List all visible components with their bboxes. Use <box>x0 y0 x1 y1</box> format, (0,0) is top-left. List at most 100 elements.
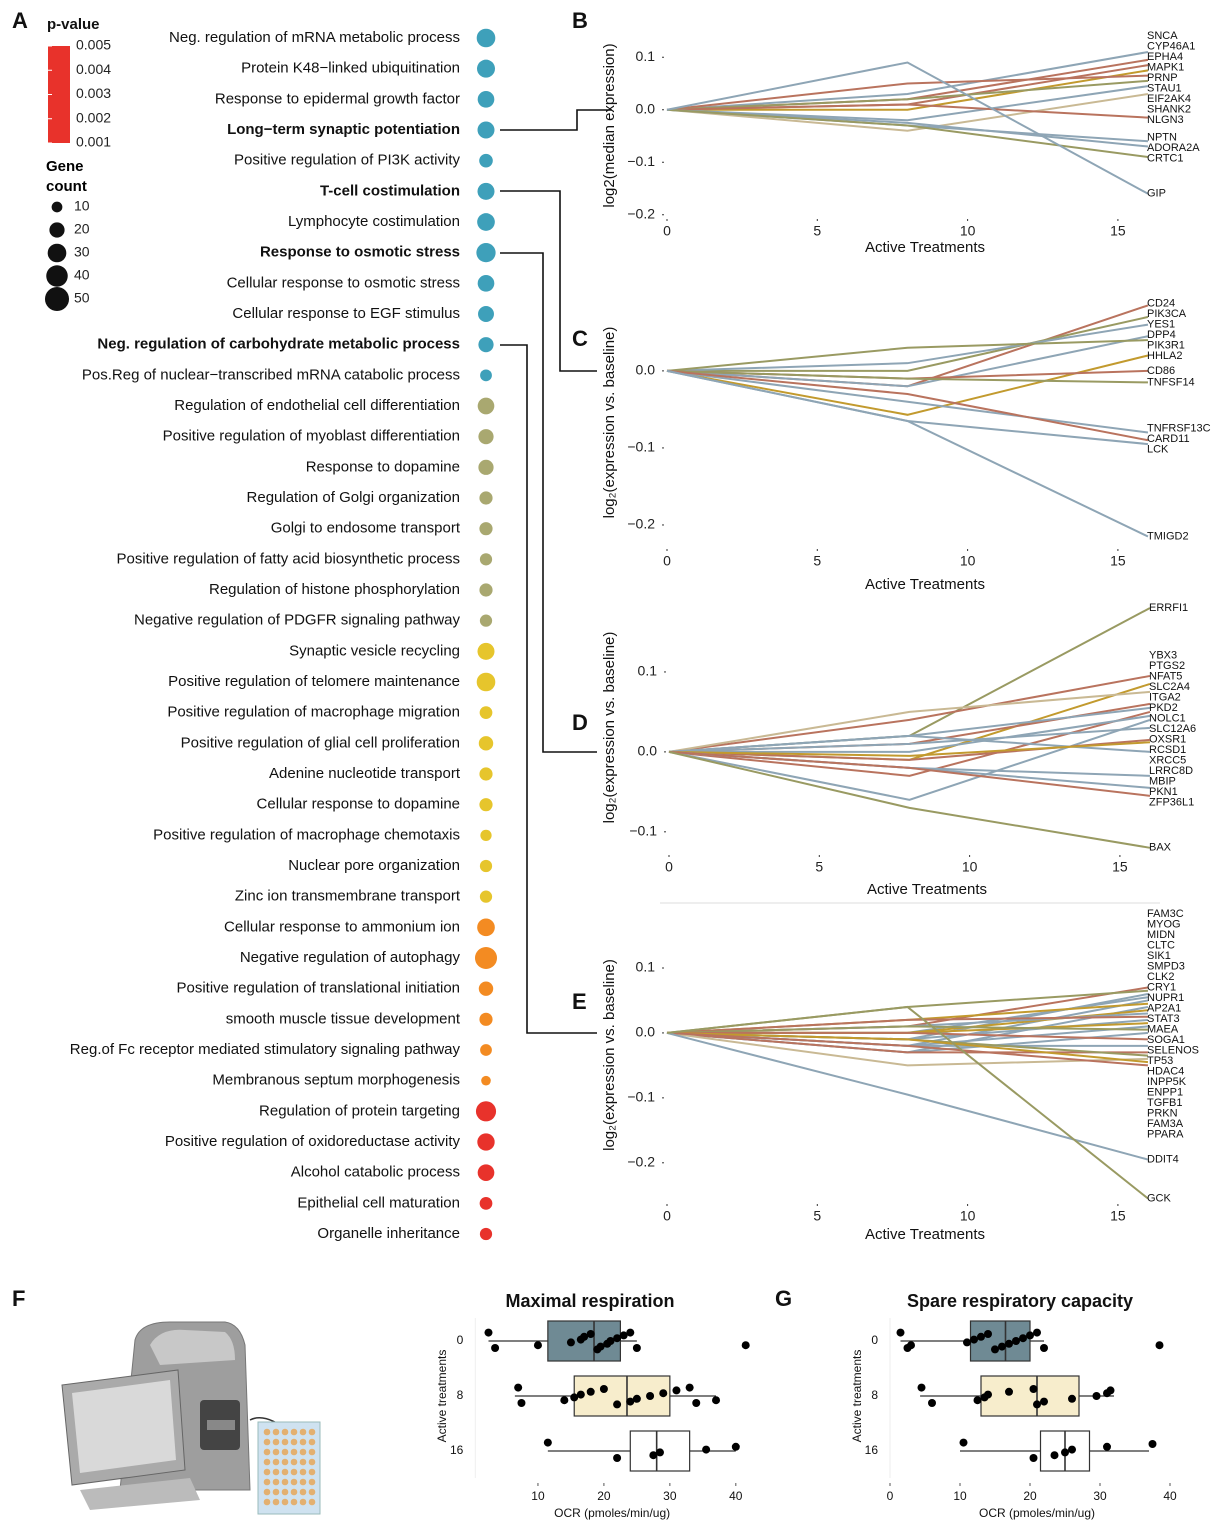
x-tick-label: 20 <box>597 1489 611 1503</box>
size-legend-dot <box>47 243 67 263</box>
point <box>712 1396 721 1405</box>
series-label: CARD11 <box>1147 433 1190 445</box>
series-label: SOGA1 <box>1147 1034 1185 1046</box>
y-axis-label: log2(median expression) <box>601 43 618 207</box>
dot <box>479 553 493 566</box>
well <box>308 1488 316 1496</box>
term-label: Adenine nucleotide transport <box>269 765 461 782</box>
well <box>272 1498 280 1506</box>
x-axis-label: OCR (pmoles/min/ug) <box>554 1506 670 1520</box>
term-label: Cellular response to EGF stimulus <box>232 305 460 322</box>
x-tick-label: 10 <box>962 859 978 875</box>
term-label: Membranous septum morphogenesis <box>212 1072 460 1089</box>
term-label: Neg. regulation of mRNA metabolic proces… <box>169 29 460 46</box>
term-label: Regulation of histone phosphorylation <box>209 581 460 598</box>
term-label: Nuclear pore organization <box>288 857 460 874</box>
panel-letter: G <box>775 1286 792 1311</box>
series-line <box>668 674 1151 753</box>
x-axis-label: OCR (pmoles/min/ug) <box>979 1506 1095 1520</box>
series-label: TGFB1 <box>1147 1097 1182 1109</box>
series-label: CYP46A1 <box>1147 40 1195 52</box>
series-label: DDIT4 <box>1147 1153 1179 1165</box>
y-tick-label: −0.2 <box>627 205 655 221</box>
well <box>272 1458 280 1466</box>
well <box>290 1438 298 1446</box>
series-line <box>666 369 1149 538</box>
point <box>576 1390 585 1399</box>
dot <box>479 890 493 903</box>
series-label: SLC2A4 <box>1149 681 1190 693</box>
size-legend-dot <box>46 265 68 287</box>
series-label: ZFP36L1 <box>1149 796 1194 808</box>
term-label: Organelle inheritance <box>317 1225 460 1242</box>
dot <box>476 672 496 692</box>
well <box>263 1428 271 1436</box>
dot <box>479 798 493 812</box>
y-tick-label: 0.0 <box>636 1024 656 1040</box>
series-line <box>666 1031 1149 1067</box>
point <box>731 1442 740 1451</box>
series-label: CLTC <box>1147 939 1175 951</box>
series-line <box>666 323 1149 372</box>
color-tick-label: 0.004 <box>76 61 111 77</box>
well <box>299 1478 307 1486</box>
wells <box>263 1428 316 1506</box>
y-axis-label: Active treatments <box>435 1350 449 1443</box>
series-label: EIF2AK4 <box>1147 93 1191 105</box>
series-label: MAEA <box>1147 1023 1179 1035</box>
size-tick-label: 10 <box>74 198 90 214</box>
point <box>484 1328 493 1337</box>
point <box>1103 1442 1111 1451</box>
x-axis-label: Active Treatments <box>865 1226 985 1243</box>
color-tick-label: 0.003 <box>76 85 111 101</box>
color-legend-title: p-value <box>47 16 100 33</box>
instrument-illustration <box>61 1321 321 1515</box>
chart-title: Spare respiratory capacity <box>907 1291 1133 1311</box>
y-tick-label: −0.2 <box>627 516 655 532</box>
y-tick-label: 0.0 <box>636 362 656 378</box>
point <box>613 1400 622 1409</box>
series-label: PRKN <box>1147 1107 1178 1119</box>
point <box>619 1331 628 1340</box>
dot <box>479 1012 493 1026</box>
term-label: Neg. regulation of carbohydrate metaboli… <box>97 336 460 353</box>
series-line <box>666 108 1149 158</box>
point <box>1005 1387 1013 1396</box>
x-tick-label: 10 <box>960 1208 976 1224</box>
series-label: INPP5K <box>1147 1076 1187 1088</box>
series-label: SNCA <box>1147 30 1178 42</box>
x-axis-label: Active Treatments <box>865 239 985 256</box>
point <box>896 1328 905 1337</box>
point <box>959 1438 968 1447</box>
y-tick-label: 0.0 <box>636 100 656 116</box>
size-tick-label: 40 <box>74 267 90 283</box>
point <box>632 1394 641 1403</box>
term-label: Protein K48−linked ubiquitination <box>241 60 460 77</box>
y-tick-label: −0.1 <box>627 1089 655 1105</box>
term-label: Lymphocyte costimulation <box>288 213 460 230</box>
term-label: Golgi to endosome transport <box>271 520 461 537</box>
series-line <box>668 690 1151 753</box>
series-label: SLC12A6 <box>1149 723 1196 735</box>
point <box>1029 1454 1038 1462</box>
size-tick-label: 20 <box>74 221 90 237</box>
size-tick-label: 50 <box>74 290 90 306</box>
term-label: Regulation of Golgi organization <box>247 489 460 506</box>
series-label: SIK1 <box>1147 950 1171 962</box>
y-tick-label: −0.2 <box>627 1153 655 1169</box>
x-tick-label: 5 <box>813 1208 821 1224</box>
series-label: MYOG <box>1147 919 1181 931</box>
term-label: Reg.of Fc receptor mediated stimulatory … <box>70 1041 461 1058</box>
point <box>586 1330 595 1338</box>
color-tick-label: 0.005 <box>76 37 111 53</box>
point <box>646 1392 655 1400</box>
point <box>1012 1337 1020 1345</box>
point <box>543 1438 552 1447</box>
series-label: CRY1 <box>1147 981 1176 993</box>
term-label: Negative regulation of autophagy <box>240 949 461 966</box>
point <box>1050 1451 1059 1460</box>
connector <box>500 252 597 753</box>
x-tick-label: 15 <box>1112 859 1128 875</box>
y-tick-label: 0.0 <box>638 743 658 759</box>
point <box>984 1330 992 1338</box>
